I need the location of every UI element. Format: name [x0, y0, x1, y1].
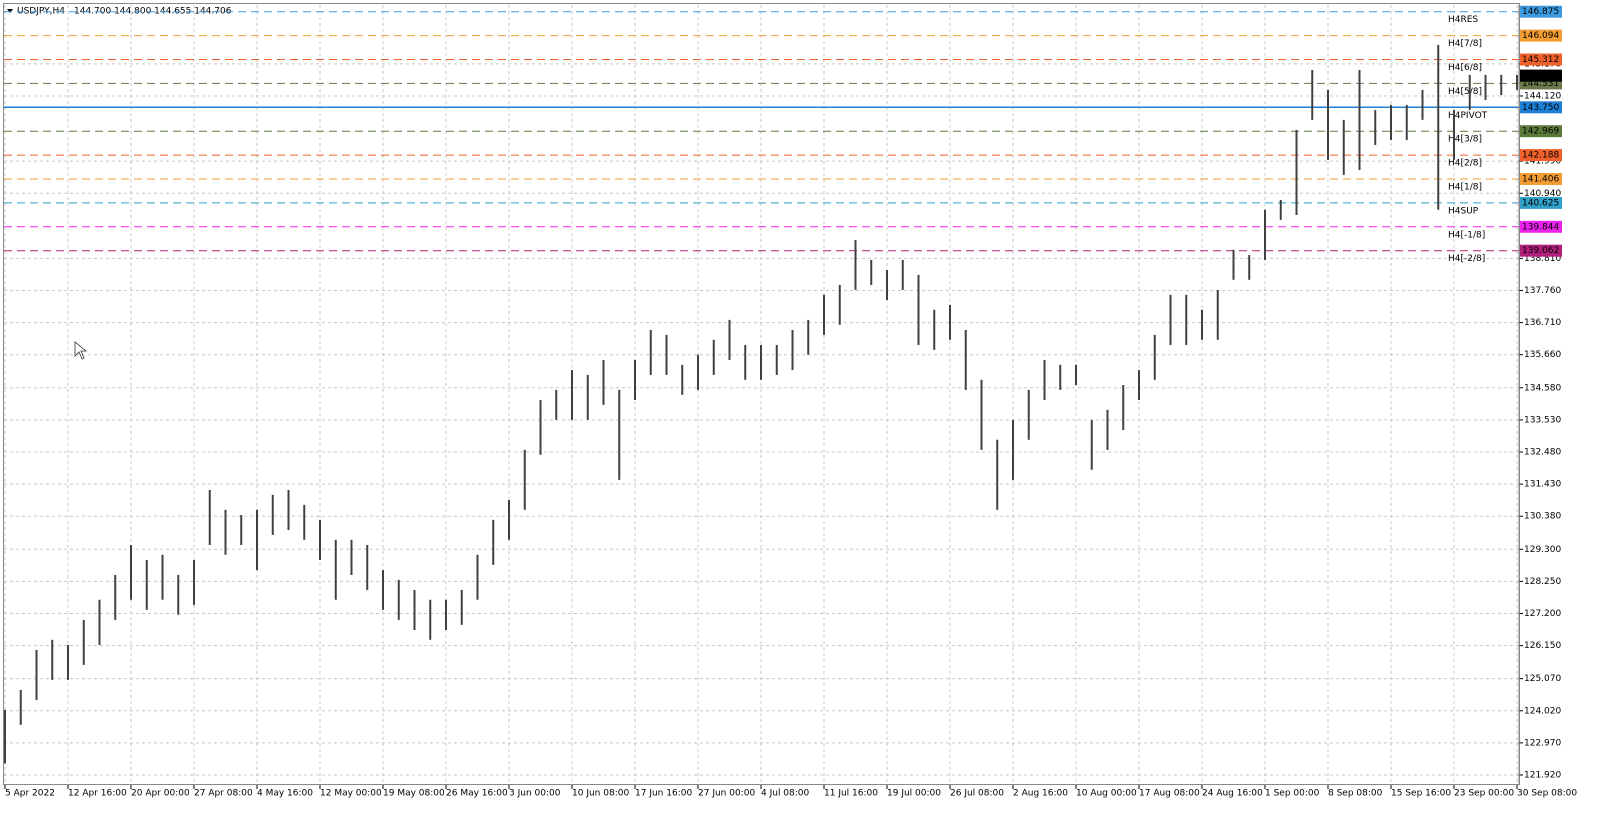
x-tick-label: 26 May 16:00 — [446, 789, 508, 799]
price-tag — [1520, 125, 1562, 138]
y-tick-label: 138.810 — [1524, 254, 1561, 264]
x-tick-label: 10 Aug 00:00 — [1076, 789, 1137, 799]
price-tag-label: 142.969 — [1522, 127, 1559, 137]
y-tick-label: 134.580 — [1524, 383, 1561, 393]
level-name: H4PIVOT — [1448, 111, 1488, 121]
level-name: H4[5/8] — [1448, 87, 1482, 97]
y-tick-label: 140.940 — [1524, 189, 1561, 199]
x-tick-label: 20 Apr 00:00 — [131, 789, 190, 799]
x-tick-label: 10 Jun 08:00 — [572, 789, 629, 799]
y-tick-label: 141.990 — [1524, 157, 1561, 167]
x-tick-label: 3 Jun 00:00 — [509, 789, 561, 799]
price-tag — [1520, 149, 1562, 162]
current-price-label: 144.786 — [1522, 71, 1559, 81]
x-tick-label: 5 Apr 2022 — [5, 789, 55, 799]
x-tick-label: 15 Sep 16:00 — [1391, 789, 1451, 799]
level-name: H4[3/8] — [1448, 135, 1482, 145]
price-tag-label: 139.062 — [1522, 246, 1559, 256]
x-tick-label: 26 Jul 08:00 — [950, 789, 1004, 799]
price-tag — [1520, 244, 1562, 257]
y-tick-label: 129.300 — [1524, 545, 1561, 555]
x-tick-label: 12 Apr 16:00 — [68, 789, 127, 799]
x-tick-label: 2 Aug 16:00 — [1013, 789, 1068, 799]
x-tick-label: 23 Sep 00:00 — [1454, 789, 1514, 799]
y-tick-label: 130.380 — [1524, 512, 1561, 522]
menu-arrow[interactable] — [7, 9, 13, 13]
y-tick-label: 135.660 — [1524, 350, 1561, 360]
price-tag-label: 146.094 — [1522, 31, 1559, 41]
level-name: H4[1/8] — [1448, 183, 1482, 193]
level-name: H4[-1/8] — [1448, 230, 1485, 240]
x-tick-label: 4 May 16:00 — [257, 789, 313, 799]
price-tag — [1520, 173, 1562, 186]
price-tag-label: 141.406 — [1522, 175, 1559, 185]
x-tick-label: 19 Jul 00:00 — [887, 789, 941, 799]
level-name: H4[2/8] — [1448, 159, 1482, 169]
y-tick-label: 136.710 — [1524, 318, 1561, 328]
x-tick-label: 27 Apr 08:00 — [194, 789, 253, 799]
x-tick-label: 11 Jul 16:00 — [824, 789, 878, 799]
x-tick-label: 30 Sep 08:00 — [1517, 789, 1577, 799]
price-tag-label: 142.188 — [1522, 151, 1559, 161]
level-name: H4RES — [1448, 15, 1478, 25]
x-tick-label: 12 May 00:00 — [320, 789, 382, 799]
x-tick-label: 24 Aug 16:00 — [1202, 789, 1263, 799]
price-tag-label: 145.312 — [1522, 55, 1559, 65]
y-tick-label: 125.070 — [1524, 674, 1561, 684]
level-name: H4[6/8] — [1448, 63, 1482, 73]
y-tick-label: 137.760 — [1524, 286, 1561, 296]
y-tick-label: 127.200 — [1524, 609, 1561, 619]
mouse-cursor — [74, 341, 88, 360]
y-tick-label: 128.250 — [1524, 577, 1561, 587]
price-tag-label: 146.875 — [1522, 7, 1559, 17]
level-name: H4SUP — [1448, 206, 1479, 216]
y-tick-label: 126.150 — [1524, 641, 1561, 651]
axis: 121.920 122.970 124.020 125.070 126.150 127.2… — [4, 5, 1577, 799]
price-tag — [1520, 53, 1562, 66]
symbol-title: USDJPY,H4 — [17, 7, 65, 17]
price-tag-label: 143.750 — [1522, 103, 1559, 113]
y-tick-label: 122.970 — [1524, 738, 1561, 748]
y-tick-label: 133.530 — [1524, 415, 1561, 425]
grid — [4, 5, 1519, 785]
x-tick-label: 17 Jun 16:00 — [635, 789, 692, 799]
price-tag-label: 139.844 — [1522, 222, 1559, 232]
y-tick-label: 132.480 — [1524, 448, 1561, 458]
price-tag-label: 140.625 — [1522, 198, 1559, 208]
levels: H4RES H4[7/8] H4[6/8] H4[5/8] H4PIVOT H4[3/8]… — [4, 11, 1519, 264]
x-tick-label: 27 Jun 00:00 — [698, 789, 755, 799]
y-tick-label: 144.120 — [1524, 91, 1561, 101]
price-tag — [1520, 5, 1562, 18]
price-tag — [1520, 29, 1562, 42]
level-name: H4[7/8] — [1448, 39, 1482, 49]
y-tick-label: 121.920 — [1524, 770, 1561, 780]
x-tick-label: 4 Jul 08:00 — [761, 789, 810, 799]
x-tick-label: 19 May 08:00 — [383, 789, 445, 799]
price-tag-label: 144.531 — [1522, 79, 1559, 89]
bars — [4, 44, 1518, 764]
x-tick-label: 17 Aug 08:00 — [1139, 789, 1200, 799]
y-tick-label: 124.020 — [1524, 706, 1561, 716]
price-tag — [1520, 196, 1562, 209]
price-tag — [1520, 101, 1562, 114]
x-tick-label: 1 Sep 00:00 — [1265, 789, 1320, 799]
y-tick-label: 131.430 — [1524, 480, 1561, 490]
current-price-tag — [1520, 69, 1562, 82]
level-name: H4[-2/8] — [1448, 254, 1485, 264]
x-tick-label: 8 Sep 08:00 — [1328, 789, 1383, 799]
price-tag — [1520, 220, 1562, 233]
